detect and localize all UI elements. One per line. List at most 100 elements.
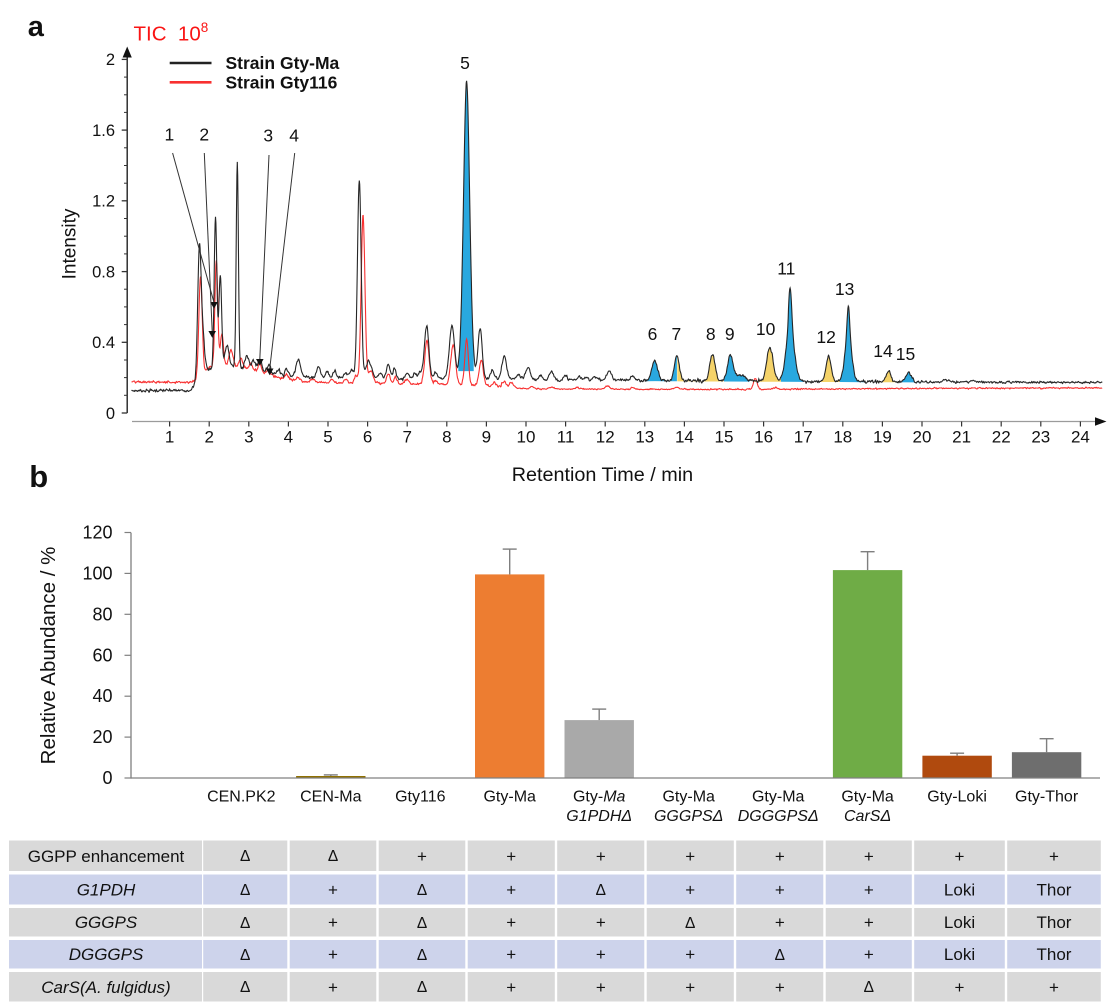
svg-text:100: 100 xyxy=(82,563,112,583)
svg-text:22: 22 xyxy=(992,428,1011,447)
svg-text:6: 6 xyxy=(648,324,658,344)
svg-text:DGGGPSΔ: DGGGPSΔ xyxy=(738,808,819,825)
svg-text:2: 2 xyxy=(106,51,115,69)
svg-text:120: 120 xyxy=(82,523,112,543)
svg-text:Δ: Δ xyxy=(596,882,606,899)
svg-text:14: 14 xyxy=(675,428,694,447)
svg-text:17: 17 xyxy=(794,428,813,447)
svg-text:Relative Abundance / %: Relative Abundance / % xyxy=(37,547,60,765)
svg-text:+: + xyxy=(775,978,785,997)
svg-text:Loki: Loki xyxy=(944,913,975,932)
svg-text:Δ: Δ xyxy=(240,979,250,996)
svg-text:0: 0 xyxy=(102,768,112,788)
svg-text:4: 4 xyxy=(284,428,293,447)
svg-text:+: + xyxy=(328,945,338,964)
svg-text:+: + xyxy=(864,913,874,932)
svg-text:7: 7 xyxy=(672,324,682,344)
svg-text:21: 21 xyxy=(952,428,971,447)
svg-text:+: + xyxy=(775,881,785,900)
svg-text:+: + xyxy=(328,913,338,932)
svg-text:CEN-Ma: CEN-Ma xyxy=(300,789,361,806)
svg-text:8: 8 xyxy=(706,324,716,344)
svg-text:+: + xyxy=(864,945,874,964)
svg-text:+: + xyxy=(506,881,516,900)
svg-text:+: + xyxy=(596,945,606,964)
svg-text:11: 11 xyxy=(777,259,795,279)
svg-text:19: 19 xyxy=(873,428,892,447)
svg-text:G1PDHΔ: G1PDHΔ xyxy=(566,808,632,825)
svg-text:Δ: Δ xyxy=(240,915,250,932)
svg-text:9: 9 xyxy=(482,428,491,447)
svg-text:16: 16 xyxy=(754,428,773,447)
svg-text:+: + xyxy=(864,847,874,866)
svg-text:24: 24 xyxy=(1071,428,1090,447)
svg-text:Thor: Thor xyxy=(1037,913,1072,932)
svg-text:+: + xyxy=(775,913,785,932)
svg-text:GGGPS: GGGPS xyxy=(75,913,138,932)
svg-text:+: + xyxy=(596,847,606,866)
svg-text:80: 80 xyxy=(92,604,112,624)
svg-text:DGGGPS: DGGGPS xyxy=(69,945,144,964)
svg-text:+: + xyxy=(685,978,695,997)
svg-text:+: + xyxy=(955,847,965,866)
svg-text:+: + xyxy=(596,913,606,932)
svg-text:Intensity: Intensity xyxy=(59,208,80,279)
svg-text:3: 3 xyxy=(263,125,273,145)
svg-text:Gty-Ma: Gty-Ma xyxy=(483,789,536,806)
svg-text:0: 0 xyxy=(106,405,115,423)
svg-text:Δ: Δ xyxy=(417,882,427,899)
svg-text:Δ: Δ xyxy=(864,979,874,996)
svg-text:Loki: Loki xyxy=(944,881,975,900)
svg-text:Δ: Δ xyxy=(240,947,250,964)
svg-text:18: 18 xyxy=(833,428,852,447)
svg-text:Strain Gty116: Strain Gty116 xyxy=(226,72,338,92)
svg-text:CarS(A. fulgidus): CarS(A. fulgidus) xyxy=(41,978,170,997)
svg-text:Gty116: Gty116 xyxy=(395,789,446,806)
svg-text:1: 1 xyxy=(165,428,174,447)
svg-text:+: + xyxy=(328,978,338,997)
svg-text:10: 10 xyxy=(756,319,776,339)
svg-text:2: 2 xyxy=(204,428,213,447)
svg-text:Loki: Loki xyxy=(944,945,975,964)
svg-text:15: 15 xyxy=(715,428,734,447)
svg-text:Gty-Ma: Gty-Ma xyxy=(662,789,715,806)
svg-text:13: 13 xyxy=(635,428,654,447)
svg-text:20: 20 xyxy=(913,428,932,447)
svg-text:Δ: Δ xyxy=(417,979,427,996)
svg-text:+: + xyxy=(685,881,695,900)
svg-text:+: + xyxy=(1049,847,1059,866)
svg-text:+: + xyxy=(775,847,785,866)
svg-text:Δ: Δ xyxy=(417,947,427,964)
svg-text:Δ: Δ xyxy=(417,915,427,932)
svg-text:5: 5 xyxy=(460,53,470,73)
svg-text:2: 2 xyxy=(199,125,209,145)
svg-text:1.2: 1.2 xyxy=(92,193,115,211)
svg-text:Gty-Thor: Gty-Thor xyxy=(1015,789,1079,806)
svg-text:Δ: Δ xyxy=(240,848,250,865)
svg-text:1: 1 xyxy=(165,125,175,145)
svg-text:13: 13 xyxy=(835,279,854,299)
svg-text:5: 5 xyxy=(323,428,332,447)
svg-text:8: 8 xyxy=(442,428,451,447)
svg-text:12: 12 xyxy=(596,428,615,447)
svg-text:Thor: Thor xyxy=(1037,945,1072,964)
svg-text:Gty-Ma: Gty-Ma xyxy=(752,789,805,806)
svg-text:+: + xyxy=(506,913,516,932)
svg-text:60: 60 xyxy=(92,645,112,665)
svg-text:10: 10 xyxy=(517,428,536,447)
svg-text:Strain Gty-Ma: Strain Gty-Ma xyxy=(226,53,340,73)
svg-text:GGPP enhancement: GGPP enhancement xyxy=(28,847,185,866)
svg-text:23: 23 xyxy=(1031,428,1050,447)
svg-text:Thor: Thor xyxy=(1037,881,1072,900)
svg-text:1.6: 1.6 xyxy=(92,122,115,140)
svg-text:Δ: Δ xyxy=(240,882,250,899)
svg-text:0.8: 0.8 xyxy=(92,263,115,281)
svg-text:Δ: Δ xyxy=(775,947,785,964)
svg-text:+: + xyxy=(506,945,516,964)
svg-text:14: 14 xyxy=(873,341,893,361)
svg-text:+: + xyxy=(328,881,338,900)
svg-text:+: + xyxy=(506,978,516,997)
svg-text:3: 3 xyxy=(244,428,253,447)
svg-text:CEN.PK2: CEN.PK2 xyxy=(207,789,276,806)
svg-text:11: 11 xyxy=(557,428,575,447)
